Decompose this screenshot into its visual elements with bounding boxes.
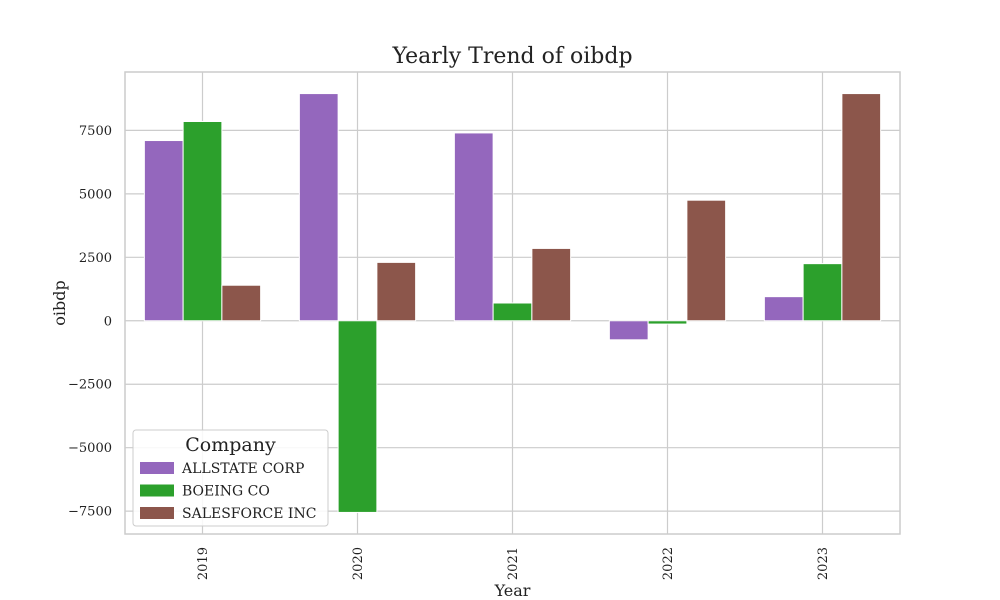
bar: [221, 284, 262, 322]
y-tick-label: −2500: [68, 378, 112, 393]
legend-box: [132, 429, 329, 527]
ticks-layer: −7500 −5000 −2500 0 2500 5000 7500 2019 2020 2021…: [68, 124, 831, 580]
bar: [298, 93, 339, 322]
bar: [376, 261, 417, 322]
bars-layer: [143, 93, 882, 513]
x-tick-label: 2019: [196, 547, 211, 580]
y-tick-label: 2500: [79, 251, 112, 266]
y-tick-label: −5000: [68, 441, 112, 456]
x-tick-label: 2022: [661, 547, 676, 580]
bar: [143, 140, 184, 322]
legend-items: ALLSTATE CORP BOEING CO SALESFORCE INC: [140, 461, 316, 522]
bar: [182, 121, 223, 322]
bar: [492, 302, 533, 322]
y-axis-label: oibdp: [50, 280, 69, 325]
bar: [453, 132, 494, 322]
chart-title: Yearly Trend of oibdp: [391, 44, 632, 69]
bar: [841, 93, 882, 322]
legend-swatch: [140, 507, 174, 519]
legend-entry-label: BOEING CO: [182, 484, 270, 500]
plot-frame: [124, 71, 901, 535]
bar: [647, 320, 688, 325]
legend-entry-label: SALESFORCE INC: [182, 506, 316, 522]
legend-swatch: [140, 462, 174, 474]
x-axis-label: Year: [494, 581, 531, 600]
legend-title: Company: [185, 434, 276, 456]
y-tick-label: 5000: [79, 187, 112, 202]
x-tick-label: 2020: [351, 547, 366, 580]
x-tick-label: 2021: [506, 547, 521, 580]
legend-swatch: [140, 484, 174, 497]
bar: [337, 320, 378, 513]
bar: [802, 263, 843, 322]
legend: Company ALLSTATE CORP BOEING CO SALESFORCE…: [132, 429, 329, 527]
y-tick-label: −7500: [68, 505, 112, 520]
bar: [531, 247, 572, 322]
y-tick-label: 0: [104, 314, 112, 329]
bar: [608, 320, 649, 341]
x-tick-label: 2023: [816, 547, 831, 580]
legend-entry-label: ALLSTATE CORP: [181, 461, 304, 477]
y-tick-label: 7500: [79, 124, 112, 139]
bar: [763, 296, 804, 322]
bar: [686, 199, 727, 322]
